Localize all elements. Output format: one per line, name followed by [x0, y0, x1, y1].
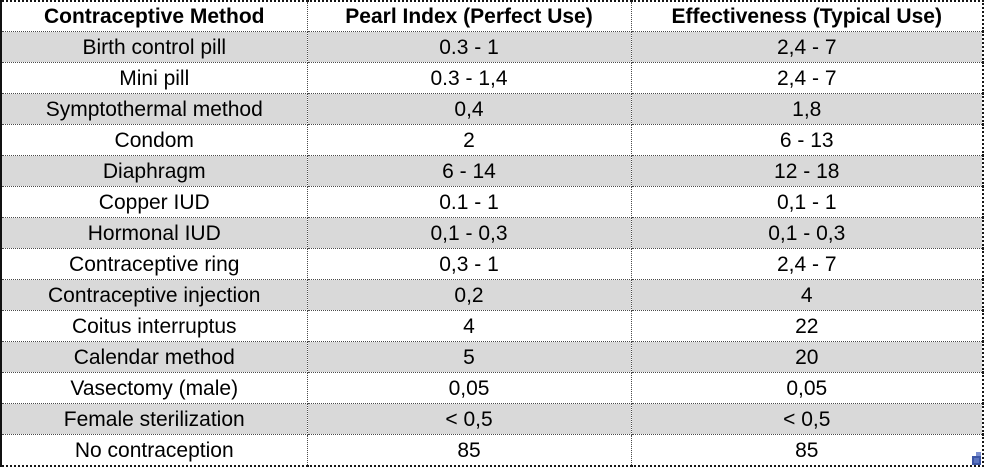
effectiveness-cell[interactable]: 0,1 - 0,3	[630, 217, 984, 249]
table-row: Birth control pill 0.3 - 1 2,4 - 7	[0, 31, 984, 63]
method-cell[interactable]: No contraception	[0, 434, 308, 467]
header-row: Contraceptive Method Pearl Index (Perfec…	[0, 0, 984, 32]
pearl-index-cell[interactable]: < 0,5	[306, 403, 632, 435]
method-cell[interactable]: Symptothermal method	[0, 93, 308, 125]
method-cell[interactable]: Hormonal IUD	[0, 217, 308, 249]
effectiveness-cell[interactable]: 1,8	[630, 93, 984, 125]
table-row: Condom 2 6 - 13	[0, 124, 984, 156]
pearl-index-cell[interactable]: 0,05	[306, 372, 632, 404]
pearl-index-cell[interactable]: 6 - 14	[306, 155, 632, 187]
method-cell[interactable]: Condom	[0, 124, 308, 156]
pearl-index-cell[interactable]: 0.1 - 1	[306, 186, 632, 218]
effectiveness-cell[interactable]: < 0,5	[630, 403, 984, 435]
pearl-index-cell[interactable]: 0.3 - 1	[306, 31, 632, 63]
table-row: Female sterilization < 0,5 < 0,5	[0, 403, 984, 435]
table-row: Hormonal IUD 0,1 - 0,3 0,1 - 0,3	[0, 217, 984, 249]
effectiveness-cell[interactable]: 2,4 - 7	[630, 31, 984, 63]
pearl-index-cell[interactable]: 0,4	[306, 93, 632, 125]
effectiveness-cell[interactable]: 4	[630, 279, 984, 311]
effectiveness-cell[interactable]: 0,1 - 1	[630, 186, 984, 218]
method-cell[interactable]: Coitus interruptus	[0, 310, 308, 342]
method-cell[interactable]: Contraceptive ring	[0, 248, 308, 280]
table-row: Contraceptive injection 0,2 4	[0, 279, 984, 311]
pearl-index-cell[interactable]: 0,1 - 0,3	[306, 217, 632, 249]
effectiveness-cell[interactable]: 12 - 18	[630, 155, 984, 187]
effectiveness-cell[interactable]: 0,05	[630, 372, 984, 404]
table-row: Calendar method 5 20	[0, 341, 984, 373]
effectiveness-cell[interactable]: 2,4 - 7	[630, 248, 984, 280]
pearl-index-cell[interactable]: 0,3 - 1	[306, 248, 632, 280]
pearl-index-cell[interactable]: 4	[306, 310, 632, 342]
table-row: Contraceptive ring 0,3 - 1 2,4 - 7	[0, 248, 984, 280]
table-row: Diaphragm 6 - 14 12 - 18	[0, 155, 984, 187]
method-cell[interactable]: Birth control pill	[0, 31, 308, 63]
table-row: No contraception 85 85	[0, 434, 984, 467]
table-row: Vasectomy (male) 0,05 0,05	[0, 372, 984, 404]
method-cell[interactable]: Vasectomy (male)	[0, 372, 308, 404]
pearl-index-cell[interactable]: 0,2	[306, 279, 632, 311]
method-cell[interactable]: Calendar method	[0, 341, 308, 373]
effectiveness-cell[interactable]: 20	[630, 341, 984, 373]
column-header-pearl-index[interactable]: Pearl Index (Perfect Use)	[306, 0, 632, 32]
column-header-method[interactable]: Contraceptive Method	[0, 0, 308, 32]
table-resize-handle-icon[interactable]	[969, 452, 982, 465]
column-header-effectiveness[interactable]: Effectiveness (Typical Use)	[630, 0, 984, 32]
table-row: Copper IUD 0.1 - 1 0,1 - 1	[0, 186, 984, 218]
table-row: Mini pill 0.3 - 1,4 2,4 - 7	[0, 62, 984, 94]
pearl-index-cell[interactable]: 0.3 - 1,4	[306, 62, 632, 94]
pearl-index-cell[interactable]: 5	[306, 341, 632, 373]
method-cell[interactable]: Mini pill	[0, 62, 308, 94]
effectiveness-cell[interactable]: 6 - 13	[630, 124, 984, 156]
method-cell[interactable]: Copper IUD	[0, 186, 308, 218]
pearl-index-cell[interactable]: 2	[306, 124, 632, 156]
pearl-index-cell[interactable]: 85	[306, 434, 632, 467]
method-cell[interactable]: Female sterilization	[0, 403, 308, 435]
table-row: Coitus interruptus 4 22	[0, 310, 984, 342]
method-cell[interactable]: Contraceptive injection	[0, 279, 308, 311]
effectiveness-cell[interactable]: 22	[630, 310, 984, 342]
effectiveness-cell[interactable]: 2,4 - 7	[630, 62, 984, 94]
effectiveness-cell[interactable]: 85	[630, 434, 984, 467]
method-cell[interactable]: Diaphragm	[0, 155, 308, 187]
table-row: Symptothermal method 0,4 1,8	[0, 93, 984, 125]
